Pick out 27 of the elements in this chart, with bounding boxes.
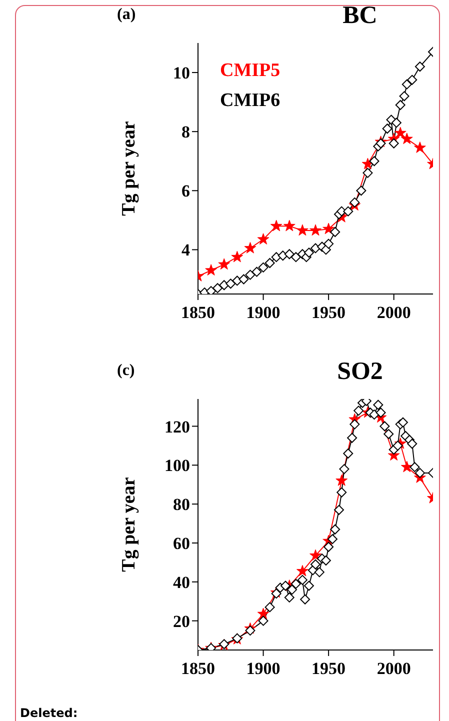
chart-title: BC (342, 2, 378, 30)
x-tick-label: 1950 (312, 659, 346, 678)
text: (a) (117, 6, 136, 24)
x-tick-label: 2000 (376, 659, 411, 678)
text: CMIP5 (220, 59, 280, 83)
text: Deleted: (20, 706, 78, 720)
y-tick-label: 6 (182, 182, 190, 201)
x-tick-label: 1850 (181, 659, 215, 678)
text: (c) (117, 362, 135, 380)
text: CMIP6 (220, 89, 280, 113)
x-tick-label: 2000 (376, 303, 411, 322)
y-axis-title: Tg per year (118, 120, 140, 216)
y-tick-label: 60 (173, 534, 190, 554)
y-tick-label: 10 (173, 64, 190, 83)
chart-title: SO2 (336, 358, 384, 386)
x-tick-label: 1950 (312, 303, 346, 322)
y-tick-label: 4 (182, 240, 190, 260)
y-axis-title: Tg per year (118, 476, 140, 572)
y-tick-label: 20 (173, 612, 190, 631)
x-tick-label: 1900 (246, 303, 280, 322)
x-tick-label: 1850 (181, 303, 215, 322)
y-tick-label: 8 (182, 122, 190, 142)
y-tick-label: 120 (164, 417, 190, 436)
x-tick-label: 1900 (246, 659, 280, 678)
y-tick-label: 100 (164, 456, 190, 476)
y-tick-label: 80 (173, 495, 190, 514)
y-tick-label: 40 (173, 572, 190, 592)
